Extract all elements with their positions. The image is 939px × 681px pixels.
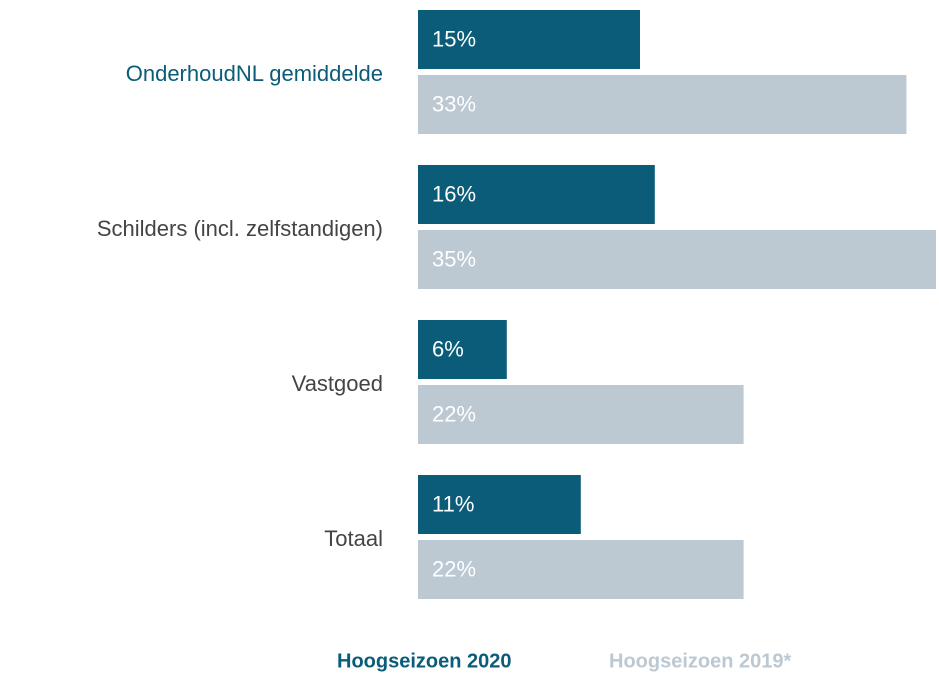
value-label: 22%: [432, 556, 476, 581]
bar: [418, 320, 507, 379]
value-label: 15%: [432, 26, 476, 51]
category-label: Totaal: [324, 526, 383, 551]
value-label: 33%: [432, 91, 476, 116]
category-label: OnderhoudNL gemiddelde: [126, 61, 383, 86]
value-label: 35%: [432, 246, 476, 271]
value-label: 11%: [432, 491, 474, 516]
legend-label: Hoogseizoen 2020: [337, 650, 512, 672]
bar: [418, 475, 581, 534]
value-label: 6%: [432, 336, 464, 361]
bar: [418, 540, 744, 599]
bar: [418, 230, 936, 289]
category-label: Vastgoed: [292, 371, 383, 396]
bar: [418, 10, 640, 69]
legend-label: Hoogseizoen 2019*: [609, 650, 792, 672]
value-label: 16%: [432, 181, 476, 206]
bar: [418, 385, 744, 444]
bar: [418, 75, 907, 134]
category-label: Schilders (incl. zelfstandigen): [97, 216, 383, 241]
bar: [418, 165, 655, 224]
value-label: 22%: [432, 401, 476, 426]
